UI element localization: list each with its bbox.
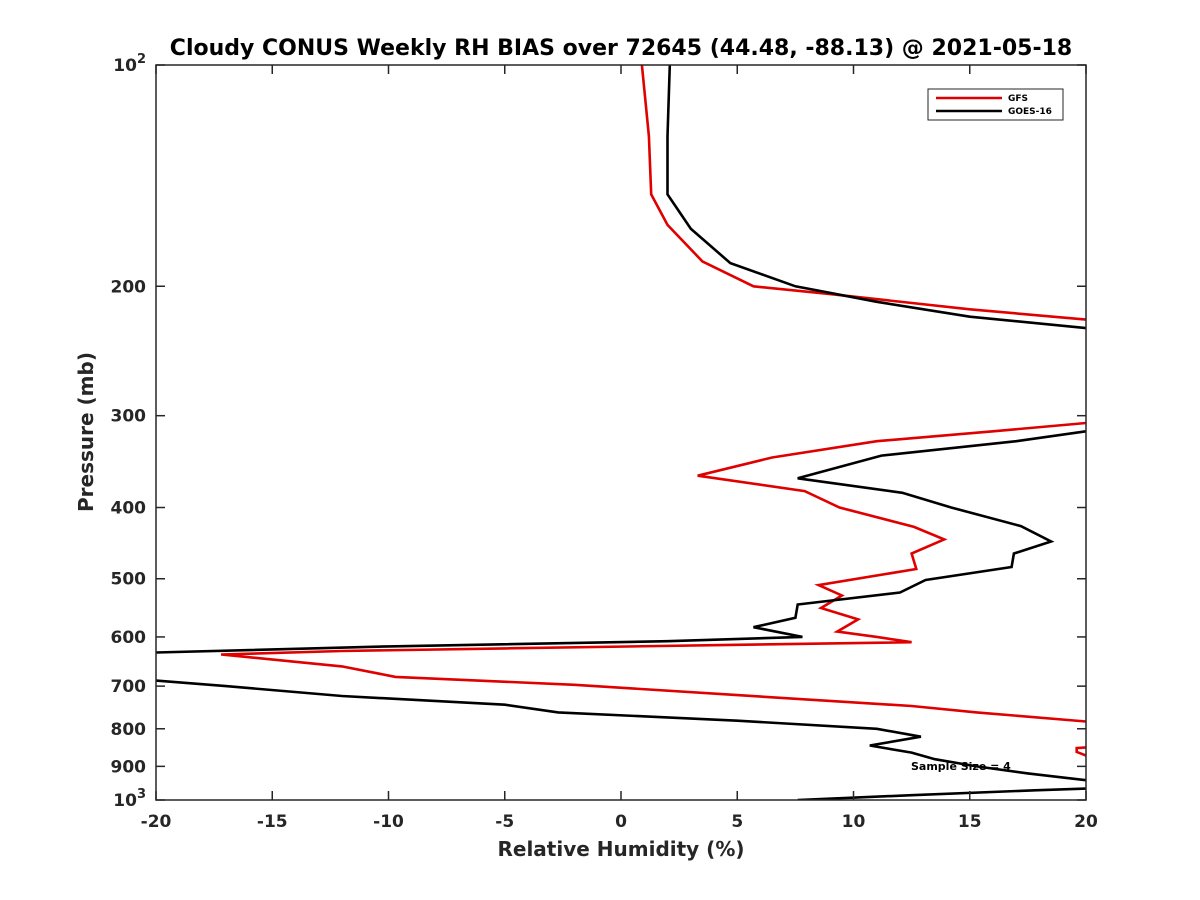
y-tick-label: 300 [111,407,147,427]
series-line-gfs [220,65,1086,757]
y-axis: 102 200 300 400 500 600 700 800 900 103 [111,52,1086,811]
x-tick-label: -15 [257,812,288,832]
legend-label-goes-16: GOES-16 [1008,107,1052,117]
legend: GFS GOES-16 [927,88,1064,121]
y-tick-label: 800 [111,720,147,740]
series-line-goes-16 [156,65,1086,800]
y-tick-label: 700 [111,677,147,697]
x-tick-label: -5 [495,812,514,832]
legend-label-gfs: GFS [1008,94,1028,104]
x-tick-label: 15 [958,812,982,832]
x-tick-label: -20 [141,812,172,832]
x-axis: -20 -15 -10 -5 0 5 10 15 20 [141,65,1098,832]
legend-box [927,88,1064,121]
y-tick-label: 600 [111,628,147,648]
x-tick-label: 10 [842,812,866,832]
y-tick-label: 103 [113,787,146,811]
y-tick-label: 400 [111,499,147,519]
x-axis-label: Relative Humidity (%) [497,837,744,861]
plot-area [155,64,1087,801]
x-tick-label: 20 [1074,812,1098,832]
y-tick-label: 200 [111,277,147,297]
x-tick-label: 0 [615,812,627,832]
y-tick-label: 900 [111,757,147,777]
y-tick-label: 500 [111,570,147,590]
x-tick-label: 5 [731,812,743,832]
y-tick-label: 102 [113,52,146,76]
sample-size-annotation: Sample Size = 4 [911,760,1011,773]
chart-title: Cloudy CONUS Weekly RH BIAS over 72645 (… [170,36,1072,61]
y-axis-label: Pressure (mb) [74,352,98,512]
x-tick-label: -10 [373,812,404,832]
